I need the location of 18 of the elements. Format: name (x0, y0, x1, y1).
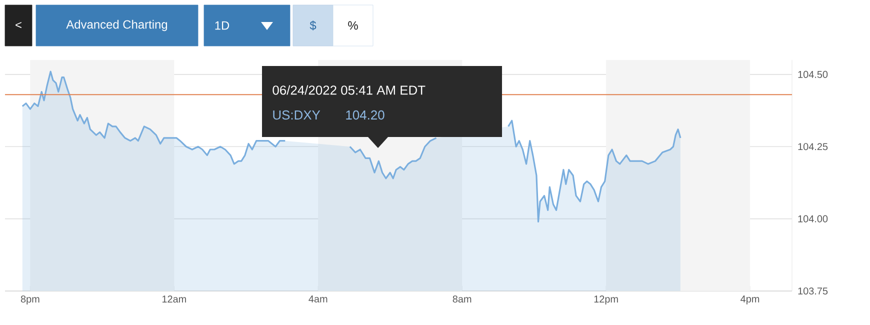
y-tick-label: 103.75 (798, 287, 828, 295)
x-tick-label: 8pm (20, 296, 40, 305)
annotation: US:DXY (273, 110, 320, 120)
y-tick-label: 104.25 (798, 143, 828, 150)
text: % (348, 21, 358, 30)
text: $ (310, 20, 316, 30)
text: 1D (215, 21, 230, 30)
x-tick-label: 12am (162, 296, 186, 303)
y-tick-label: 104.50 (798, 70, 828, 78)
y-tick-label: 104.00 (798, 215, 828, 222)
x-tick-label: 12pm (594, 296, 618, 305)
x-tick-label: 4pm (740, 296, 760, 304)
annotation: 104.20 (346, 110, 384, 120)
x-tick-label: 8am (452, 296, 472, 303)
text: < (16, 22, 22, 28)
text: Advanced Charting (66, 20, 168, 32)
x-tick-label: 4am (308, 296, 328, 302)
annotation: 06/24/2022 05:41 AM EDT (272, 85, 426, 95)
